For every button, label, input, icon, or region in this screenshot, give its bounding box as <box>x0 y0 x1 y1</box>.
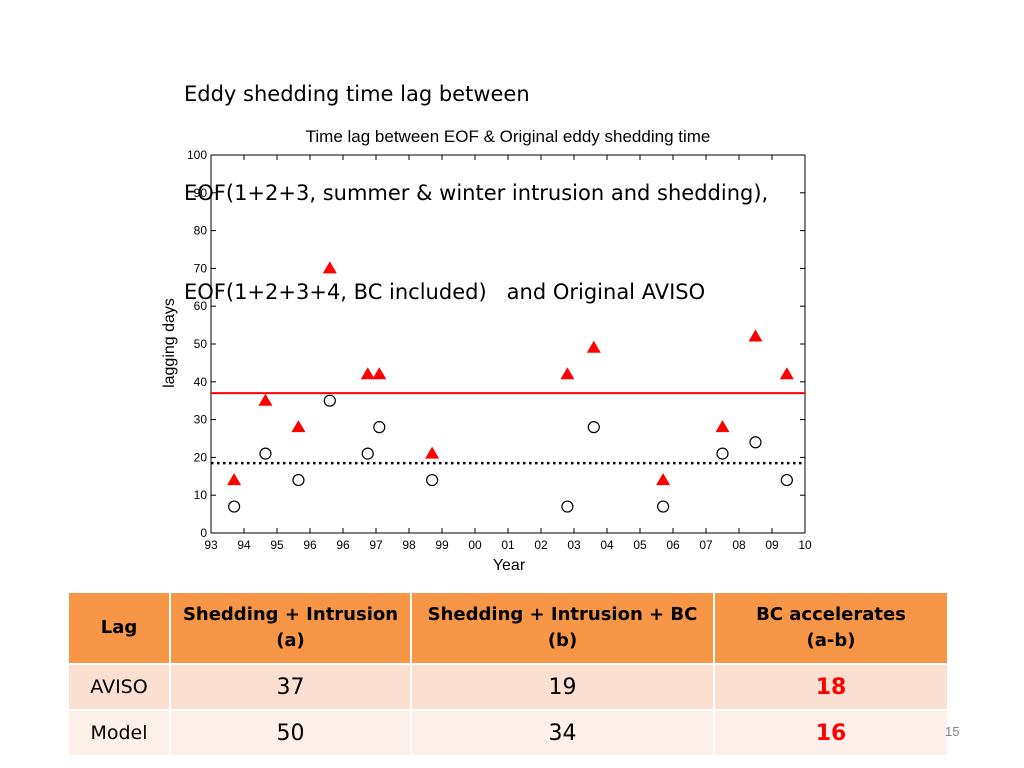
column-header-label: BC accelerates <box>756 604 906 625</box>
slide-title-line: EOF(1+2+3, summer & winter intrusion and… <box>184 181 769 205</box>
circle-point <box>426 473 439 487</box>
x-tick-label: 05 <box>633 538 647 552</box>
cell-difference: 16 <box>714 709 947 755</box>
circle-point <box>780 473 793 487</box>
column-header-label: Lag <box>100 617 138 638</box>
cell-b: 34 <box>411 709 715 755</box>
y-axis-label: lagging days <box>161 298 178 388</box>
x-axis-label: Year <box>493 557 526 574</box>
column-header-bc-accelerates: BC accelerates (a-b) <box>714 593 947 664</box>
y-tick-label: 60 <box>194 299 208 313</box>
y-tick-label: 20 <box>194 450 208 464</box>
y-tick-label: 70 <box>194 261 208 275</box>
circle-point <box>716 447 729 460</box>
slide-title-line: EOF(1+2+3+4, BC included) and Original A… <box>184 280 706 304</box>
x-tick-label: 95 <box>270 538 284 552</box>
x-tick-label: 97 <box>369 538 383 552</box>
column-header-label: Shedding + Intrusion + BC <box>427 604 698 625</box>
triangle-point <box>258 393 273 406</box>
y-tick-label: 50 <box>194 337 208 351</box>
lag-summary-table: Lag Shedding + Intrusion (a) Shedding + … <box>69 593 947 755</box>
column-header-label: Shedding + Intrusion <box>182 604 399 625</box>
triangle-point <box>360 367 375 380</box>
cell-a: 50 <box>170 709 412 755</box>
x-tick-label: 07 <box>699 538 713 552</box>
triangle-point <box>372 367 387 380</box>
cell-a: 37 <box>170 663 412 710</box>
column-header-shedding-intrusion: Shedding + Intrusion (a) <box>170 593 412 664</box>
column-header-shedding-intrusion-bc: Shedding + Intrusion + BC (b) <box>411 593 715 664</box>
x-tick-label: 94 <box>237 538 251 552</box>
page-number: 15 <box>945 724 960 739</box>
triangle-point <box>425 446 440 459</box>
x-tick-label: 00 <box>468 538 482 552</box>
x-tick-label: 98 <box>402 538 416 552</box>
triangle-point <box>715 420 730 433</box>
triangle-point <box>291 420 306 433</box>
circle-point <box>587 421 600 434</box>
circle-point <box>656 500 670 513</box>
table-header-row: Lag Shedding + Intrusion (a) Shedding + … <box>69 593 947 664</box>
x-tick-label: 04 <box>600 538 614 552</box>
y-tick-label: 40 <box>194 375 208 389</box>
x-tick-label: 03 <box>567 538 581 552</box>
triangle-point <box>227 473 242 486</box>
y-tick-label: 90 <box>194 186 208 200</box>
row-label: Model <box>69 709 171 755</box>
x-tick-label: 93 <box>204 538 218 552</box>
row-label: AVISO <box>69 663 171 710</box>
slide-title: Eddy shedding time lag between EOF(1+2+3… <box>184 12 768 342</box>
y-tick-label: 80 <box>194 224 208 238</box>
table-row: AVISO 37 19 18 <box>69 663 947 710</box>
circle-point <box>361 447 374 460</box>
x-tick-label: 01 <box>501 538 515 552</box>
cell-difference: 18 <box>714 663 947 710</box>
triangle-point <box>779 367 794 380</box>
triangle-point <box>748 329 763 342</box>
y-tick-label: 100 <box>187 148 207 162</box>
triangle-point <box>586 340 601 353</box>
triangle-point <box>560 367 575 380</box>
cell-b: 19 <box>411 663 715 710</box>
circle-point <box>228 500 241 513</box>
x-tick-label: 10 <box>798 538 812 552</box>
circle-point <box>259 447 272 460</box>
x-tick-label: 06 <box>666 538 680 552</box>
x-tick-label: 99 <box>435 538 449 552</box>
y-tick-label: 30 <box>194 413 208 427</box>
circle-point <box>561 500 574 513</box>
column-header-sublabel: (a) <box>276 630 305 651</box>
chart-title: Time lag between EOF & Original eddy she… <box>306 127 711 146</box>
x-tick-label: 08 <box>732 538 746 552</box>
x-tick-label: 09 <box>765 538 779 552</box>
y-tick-label: 0 <box>200 526 207 540</box>
x-tick-label: 96 <box>336 538 350 552</box>
triangle-point <box>656 473 671 486</box>
table-row: Model 50 34 16 <box>69 709 947 755</box>
lag-scatter-chart: Time lag between EOF & Original eddy she… <box>161 127 812 574</box>
column-header-sublabel: (a-b) <box>806 630 856 651</box>
circle-point <box>373 421 386 434</box>
y-tick-label: 10 <box>194 488 208 502</box>
circle-point <box>292 473 305 487</box>
circle-point <box>323 394 336 407</box>
x-tick-label: 96 <box>303 538 317 552</box>
x-tick-label: 02 <box>534 538 548 552</box>
column-header-lag: Lag <box>69 593 171 664</box>
triangle-point <box>322 261 337 274</box>
column-header-sublabel: (b) <box>547 630 578 651</box>
circle-point <box>749 436 762 449</box>
slide-title-line: Eddy shedding time lag between <box>184 82 530 106</box>
